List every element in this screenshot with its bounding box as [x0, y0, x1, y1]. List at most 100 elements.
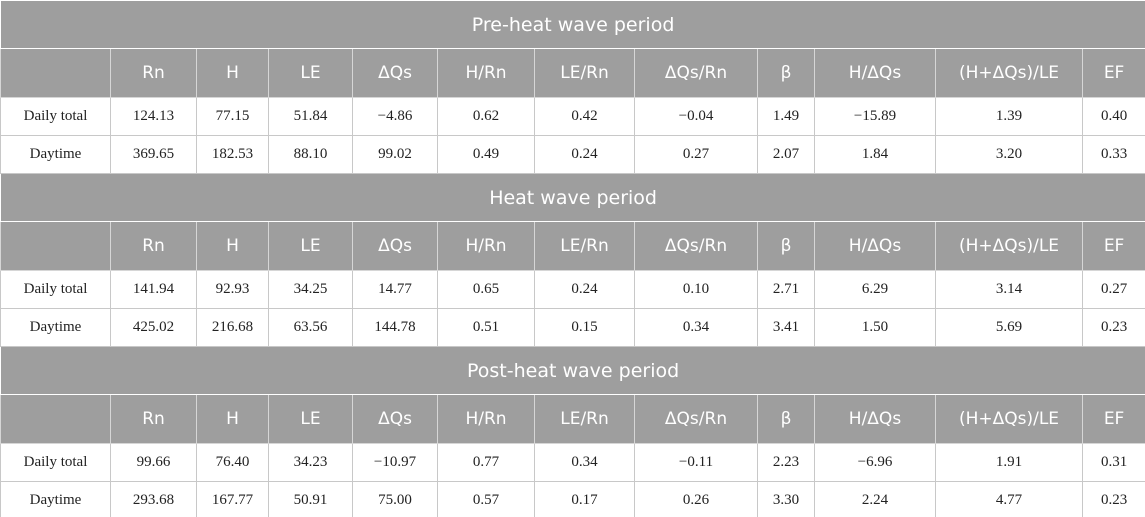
column-header: H/Rn [437, 48, 535, 98]
cell: 3.14 [935, 270, 1083, 309]
cell: −6.96 [814, 443, 936, 482]
column-header: ΔQs/Rn [634, 221, 758, 271]
section-title: Pre-heat wave period [0, 0, 1145, 49]
column-header: H [196, 394, 269, 444]
cell: 63.56 [268, 308, 353, 347]
cell: 141.94 [110, 270, 197, 309]
section-title: Heat wave period [0, 173, 1145, 222]
cell: 3.20 [935, 135, 1083, 174]
cell: 216.68 [196, 308, 269, 347]
column-header: EF [1081, 394, 1145, 444]
cell: 2.24 [814, 481, 936, 517]
header-corner [0, 48, 111, 98]
row-label: Daily total [0, 443, 111, 482]
cell: 0.24 [534, 270, 635, 309]
cell: 0.49 [437, 135, 535, 174]
column-header: H/Rn [437, 221, 535, 271]
column-header: EF [1081, 48, 1145, 98]
cell: 76.40 [196, 443, 269, 482]
data-row: Daytime 369.65 182.53 88.10 99.02 0.49 0.24 0.2… [0, 135, 1145, 174]
section-title: Post-heat wave period [0, 346, 1145, 395]
cell: 1.91 [935, 443, 1083, 482]
column-header: H/ΔQs [814, 394, 936, 444]
column-header: ΔQs [352, 48, 438, 98]
column-header: LE/Rn [534, 48, 635, 98]
data-row: Daily total 124.13 77.15 51.84 −4.86 0.62 0.42… [0, 97, 1145, 136]
cell: 4.77 [935, 481, 1083, 517]
cell: 0.17 [534, 481, 635, 517]
column-header: EF [1081, 221, 1145, 271]
column-header: LE [268, 394, 353, 444]
column-header: Rn [110, 221, 197, 271]
cell: 0.42 [534, 97, 635, 136]
cell: 2.23 [757, 443, 815, 482]
cell: 75.00 [352, 481, 438, 517]
header-corner [0, 394, 111, 444]
column-header: ΔQs/Rn [634, 48, 758, 98]
column-header: Rn [110, 394, 197, 444]
cell: 0.77 [437, 443, 535, 482]
column-header: LE/Rn [534, 221, 635, 271]
row-label: Daytime [0, 135, 111, 174]
column-header: ΔQs [352, 394, 438, 444]
cell: 0.10 [634, 270, 758, 309]
cell: 0.23 [1081, 481, 1145, 517]
cell: 0.34 [534, 443, 635, 482]
column-header: LE [268, 221, 353, 271]
cell: 0.23 [1081, 308, 1145, 347]
cell: −0.04 [634, 97, 758, 136]
cell: −0.11 [634, 443, 758, 482]
cell: 50.91 [268, 481, 353, 517]
column-header: ΔQs [352, 221, 438, 271]
cell: 99.66 [110, 443, 197, 482]
cell: 34.23 [268, 443, 353, 482]
column-header: (H+ΔQs)/LE [935, 221, 1083, 271]
header-row: Rn H LE ΔQs H/Rn LE/Rn ΔQs/Rn β H/ΔQs (H+ΔQs)/LE E… [0, 221, 1145, 271]
cell: 88.10 [268, 135, 353, 174]
column-header: H/ΔQs [814, 48, 936, 98]
cell: 99.02 [352, 135, 438, 174]
cell: 77.15 [196, 97, 269, 136]
column-header: ΔQs/Rn [634, 394, 758, 444]
section-title-row: Post-heat wave period [0, 346, 1145, 395]
cell: 0.15 [534, 308, 635, 347]
column-header: (H+ΔQs)/LE [935, 394, 1083, 444]
cell: −4.86 [352, 97, 438, 136]
row-label: Daily total [0, 97, 111, 136]
cell: 0.24 [534, 135, 635, 174]
column-header: H [196, 221, 269, 271]
cell: 0.33 [1081, 135, 1145, 174]
column-header: LE/Rn [534, 394, 635, 444]
cell: 425.02 [110, 308, 197, 347]
data-row: Daily total 99.66 76.40 34.23 −10.97 0.77 0.34… [0, 443, 1145, 482]
column-header: LE [268, 48, 353, 98]
cell: 182.53 [196, 135, 269, 174]
cell: 51.84 [268, 97, 353, 136]
cell: 369.65 [110, 135, 197, 174]
section-title-row: Pre-heat wave period [0, 0, 1145, 49]
cell: 14.77 [352, 270, 438, 309]
cell: 2.71 [757, 270, 815, 309]
cell: 0.57 [437, 481, 535, 517]
cell: 0.51 [437, 308, 535, 347]
cell: 0.27 [1081, 270, 1145, 309]
data-row: Daily total 141.94 92.93 34.25 14.77 0.65 0.24… [0, 270, 1145, 309]
cell: 293.68 [110, 481, 197, 517]
cell: 5.69 [935, 308, 1083, 347]
cell: 1.39 [935, 97, 1083, 136]
cell: 124.13 [110, 97, 197, 136]
data-row: Daytime 425.02 216.68 63.56 144.78 0.51 0.15 0.… [0, 308, 1145, 347]
cell: 144.78 [352, 308, 438, 347]
column-header: β [757, 394, 815, 444]
cell: 3.41 [757, 308, 815, 347]
column-header: H/ΔQs [814, 221, 936, 271]
data-row: Daytime 293.68 167.77 50.91 75.00 0.57 0.17 0.2… [0, 481, 1145, 517]
cell: 1.49 [757, 97, 815, 136]
header-row: Rn H LE ΔQs H/Rn LE/Rn ΔQs/Rn β H/ΔQs (H+ΔQs)/LE E… [0, 48, 1145, 98]
cell: 0.40 [1081, 97, 1145, 136]
cell: 1.84 [814, 135, 936, 174]
row-label: Daytime [0, 308, 111, 347]
cell: 167.77 [196, 481, 269, 517]
